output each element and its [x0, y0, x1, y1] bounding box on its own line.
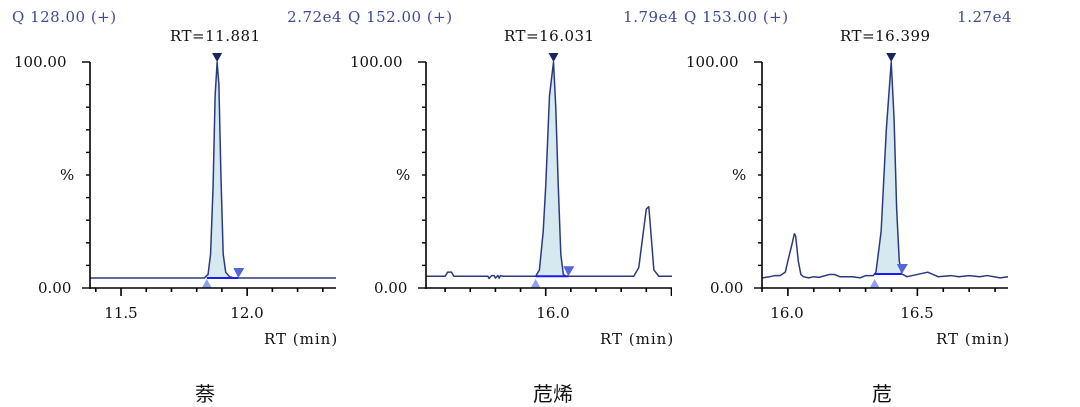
peak-end-marker-icon	[563, 266, 575, 277]
y-bottom-label: 0.00	[710, 279, 744, 297]
peak-apex-marker-icon	[212, 53, 223, 62]
ion-header: Q 153.00 (+)	[684, 8, 789, 26]
x-axis-label: RT (min)	[264, 330, 339, 348]
compound-name: 苊	[872, 382, 892, 406]
peak-start-marker-icon	[530, 279, 541, 288]
intensity-header: 2.72e4	[287, 8, 342, 26]
intensity-header: 1.27e4	[957, 8, 1012, 26]
chromatogram-trace	[90, 61, 336, 279]
peak-rt-label: RT=16.031	[504, 27, 595, 45]
peak-apex-marker-icon	[548, 53, 559, 62]
peak-end-marker-icon	[233, 268, 245, 279]
y-mid-label: %	[732, 166, 747, 184]
y-bottom-label: 0.00	[38, 279, 72, 297]
x-tick-label: 11.5	[104, 304, 138, 322]
peak-start-marker-icon	[869, 279, 880, 288]
y-mid-label: %	[60, 166, 75, 184]
chromatogram-plot	[754, 53, 1008, 296]
x-tick-label: 16.0	[770, 304, 804, 322]
peak-apex-marker-icon	[886, 53, 897, 62]
peak-area-fill	[874, 62, 902, 274]
chromatogram-plot	[418, 53, 672, 296]
y-top-label: 100.00	[14, 53, 67, 71]
x-tick-label: 12.0	[230, 304, 264, 322]
x-axis-label: RT (min)	[600, 330, 675, 348]
y-top-label: 100.00	[350, 53, 403, 71]
peak-rt-label: RT=16.399	[840, 27, 931, 45]
peak-area-fill	[535, 62, 569, 277]
x-axis-label: RT (min)	[936, 330, 1011, 348]
peak-rt-label: RT=11.881	[170, 27, 261, 45]
chromatogram-trace	[426, 61, 672, 280]
x-tick-label: 16.5	[900, 304, 934, 322]
ion-header: Q 152.00 (+)	[348, 8, 453, 26]
peak-start-marker-icon	[201, 279, 212, 288]
chromatogram-panel-3: Q 153.00 (+) 1.27e4 RT=16.399 100.00 % 0…	[672, 0, 1012, 407]
compound-name: 萘	[195, 382, 215, 406]
peak-end-marker-icon	[896, 263, 908, 274]
y-top-label: 100.00	[686, 53, 739, 71]
x-tick-label: 16.0	[536, 304, 570, 322]
chromatogram-panel-2: Q 152.00 (+) 1.79e4 RT=16.031 100.00 % 0…	[336, 0, 678, 407]
intensity-header: 1.79e4	[623, 8, 678, 26]
ion-header: Q 128.00 (+)	[12, 8, 117, 26]
y-mid-label: %	[396, 166, 411, 184]
chromatogram-trace	[761, 61, 1008, 279]
chromatogram-plot	[82, 53, 336, 296]
y-bottom-label: 0.00	[374, 279, 408, 297]
compound-name: 苊烯	[533, 382, 573, 406]
chromatogram-panel-1: Q 128.00 (+) 2.72e4 RT=11.881 100.00 % 0…	[0, 0, 342, 407]
